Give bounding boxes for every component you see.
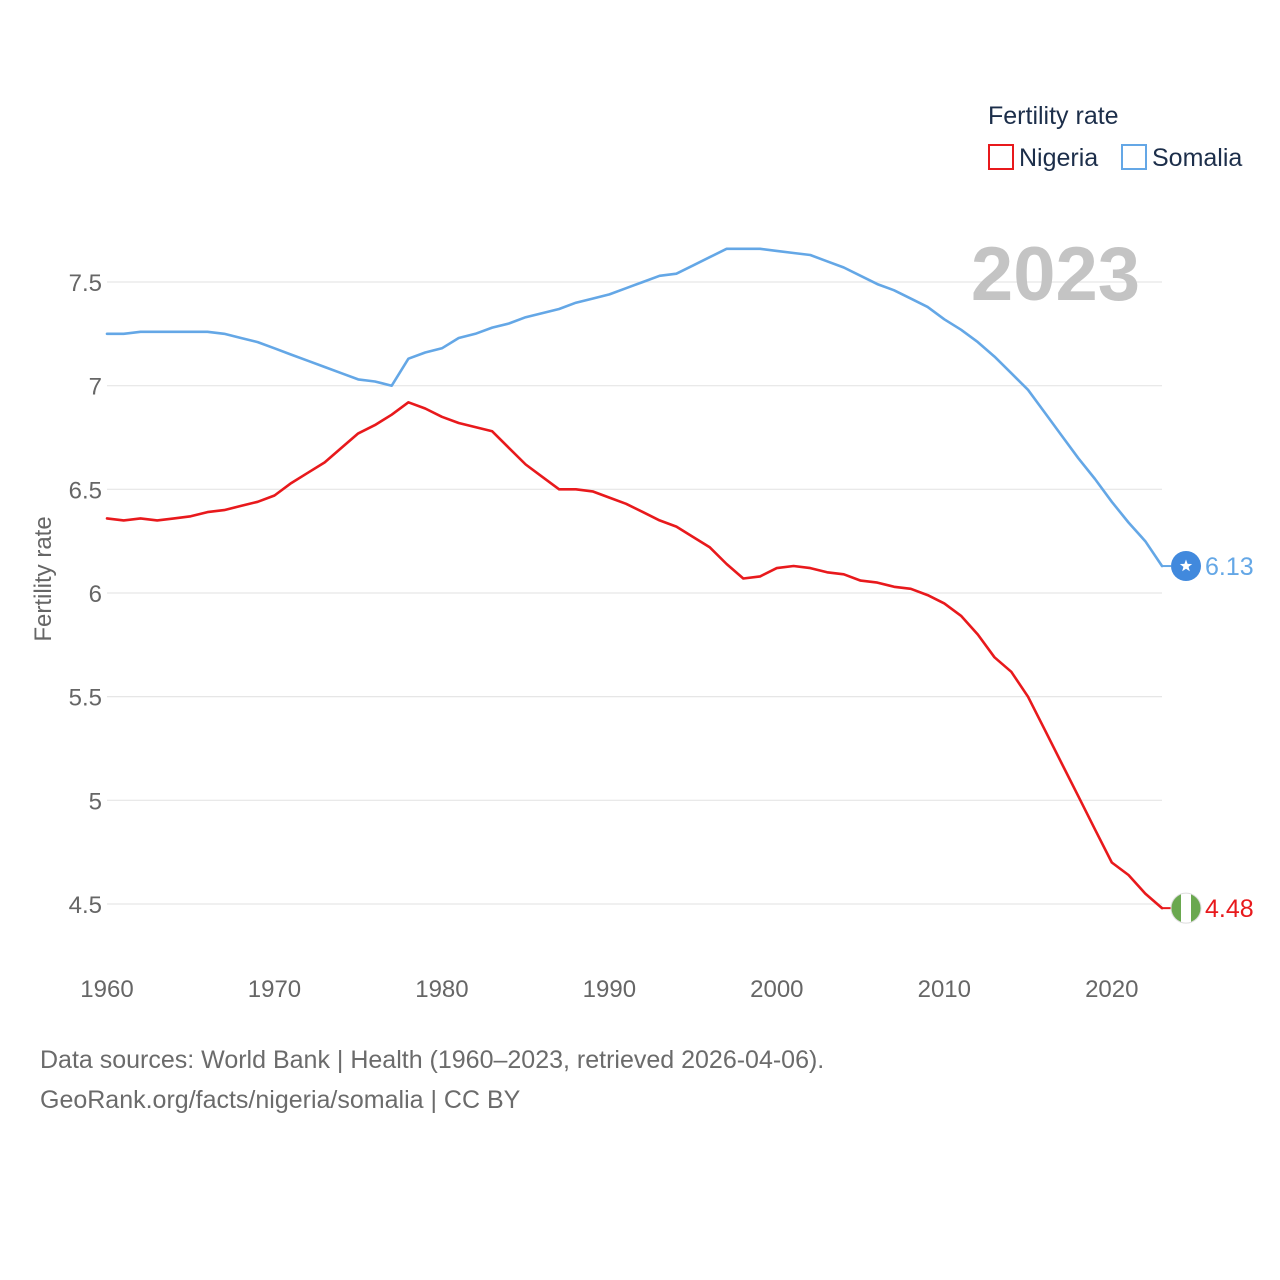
x-tick-label: 2020 (1085, 976, 1138, 1003)
y-tick-label: 5 (89, 788, 102, 815)
series-line-somalia[interactable] (105, 247, 1164, 568)
legend-swatch-nigeria (988, 144, 1014, 170)
legend-title: Fertility rate (988, 102, 1119, 130)
x-tick-label: 1990 (583, 976, 636, 1003)
x-tick-label: 2010 (918, 976, 971, 1003)
y-tick-label: 5.5 (69, 685, 102, 712)
nigeria-flag-icon (1170, 892, 1202, 924)
somalia-flag-icon (1171, 551, 1201, 582)
footer: Data sources: World Bank | Health (1960–… (40, 1040, 824, 1120)
y-tick-label: 7.5 (69, 270, 102, 297)
end-value-label-somalia: 6.13 (1205, 553, 1254, 581)
legend: Fertility rate Nigeria Somalia (988, 102, 1242, 172)
grid-lines (107, 281, 1162, 905)
x-tick-label: 1970 (248, 976, 301, 1003)
end-markers: 4.48 6.13 (1162, 551, 1254, 924)
y-tick-label: 4.5 (69, 892, 102, 919)
series-line-nigeria[interactable] (105, 400, 1164, 910)
y-axis-label: Fertility rate (30, 516, 57, 641)
year-watermark: 2023 (971, 232, 1140, 317)
legend-label-somalia: Somalia (1152, 144, 1242, 172)
legend-swatch-somalia (1121, 144, 1147, 170)
legend-label-nigeria: Nigeria (1019, 144, 1098, 172)
end-value-label-nigeria: 4.48 (1205, 895, 1254, 923)
series-lines (105, 247, 1164, 910)
legend-item-nigeria[interactable]: Nigeria (988, 144, 1098, 172)
y-tick-label: 7 (89, 374, 102, 401)
x-axis-ticks: 1960 1970 1980 1990 2000 2010 2020 (80, 976, 1138, 1003)
y-tick-label: 6.5 (69, 477, 102, 504)
data-sources-text: Data sources: World Bank | Health (1960–… (40, 1046, 825, 1074)
x-tick-label: 2000 (750, 976, 803, 1003)
attribution-text[interactable]: GeoRank.org/facts/nigeria/somalia | CC B… (40, 1086, 521, 1114)
x-tick-label: 1960 (80, 976, 133, 1003)
y-axis-ticks: 4.5 5 5.5 6 6.5 7 7.5 (69, 270, 102, 919)
x-tick-label: 1980 (415, 976, 468, 1003)
legend-item-somalia[interactable]: Somalia (1121, 144, 1242, 172)
y-tick-label: 6 (89, 581, 102, 608)
